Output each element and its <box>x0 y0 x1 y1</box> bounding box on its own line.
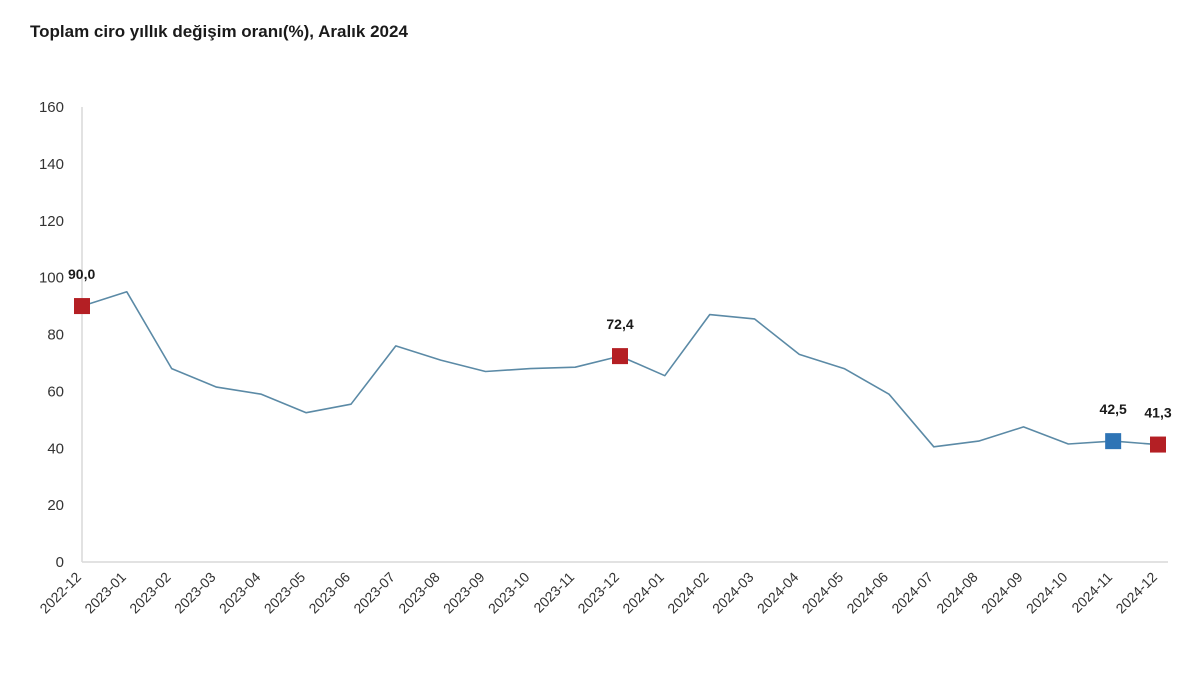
point-marker <box>74 298 90 315</box>
y-tick-label: 140 <box>39 156 64 173</box>
chart-title: Toplam ciro yıllık değişim oranı(%), Ara… <box>30 22 408 41</box>
x-tick-label: 2024-08 <box>933 569 981 617</box>
data-label: 41,3 <box>1144 405 1171 421</box>
x-tick-label: 2024-05 <box>799 569 847 617</box>
x-tick-label: 2024-01 <box>619 569 667 617</box>
data-label: 42,5 <box>1100 401 1127 417</box>
x-tick-label: 2023-01 <box>81 569 129 617</box>
y-tick-label: 80 <box>47 327 64 344</box>
y-tick-label: 100 <box>39 270 64 287</box>
x-tick-label: 2023-02 <box>126 569 174 617</box>
x-tick-label: 2023-05 <box>261 569 309 617</box>
x-tick-label: 2023-09 <box>440 569 488 617</box>
x-tick-label: 2023-08 <box>395 569 443 617</box>
y-axis-tick-labels: 0 20 40 60 80 100 120 140 160 <box>39 99 64 571</box>
x-tick-label: 2022-12 <box>36 569 84 617</box>
data-label: 72,4 <box>606 316 633 332</box>
series-lines <box>81 290 1159 448</box>
x-tick-label: 2023-06 <box>305 569 353 617</box>
x-tick-label: 2023-12 <box>574 569 622 617</box>
x-tick-label: 2024-04 <box>754 569 802 617</box>
y-tick-label: 40 <box>47 440 64 457</box>
x-tick-label: 2024-10 <box>1023 569 1071 617</box>
highlight-markers <box>74 298 1166 453</box>
y-tick-label: 20 <box>47 497 64 514</box>
x-tick-label: 2024-06 <box>843 569 891 617</box>
chart-axes <box>81 107 1168 563</box>
data-label: 90,0 <box>68 266 95 282</box>
x-tick-label: 2024-03 <box>709 569 757 617</box>
x-tick-label: 2024-11 <box>1068 569 1115 616</box>
point-marker <box>1105 433 1122 450</box>
x-tick-label: 2023-07 <box>350 569 398 617</box>
x-tick-label: 2023-03 <box>171 569 219 617</box>
x-tick-label: 2023-10 <box>485 569 533 617</box>
series-line <box>81 290 1159 448</box>
x-tick-label: 2024-02 <box>664 569 712 617</box>
x-tick-label: 2023-04 <box>216 569 264 617</box>
y-tick-label: 120 <box>39 213 64 230</box>
x-tick-label: 2024-09 <box>978 569 1026 617</box>
x-axis-tick-labels: 2022-122023-012023-022023-032023-042023-… <box>36 569 1160 617</box>
data-labels: 90,0 72,4 42,5 41,3 <box>68 266 1172 420</box>
point-marker <box>612 348 628 365</box>
point-marker <box>1150 436 1166 453</box>
y-tick-label: 60 <box>47 383 64 400</box>
x-tick-label: 2023-11 <box>530 569 577 616</box>
x-tick-label: 2024-12 <box>1112 569 1160 617</box>
x-tick-label: 2024-07 <box>888 569 936 617</box>
y-tick-label: 0 <box>56 554 64 571</box>
y-tick-label: 160 <box>39 99 64 116</box>
